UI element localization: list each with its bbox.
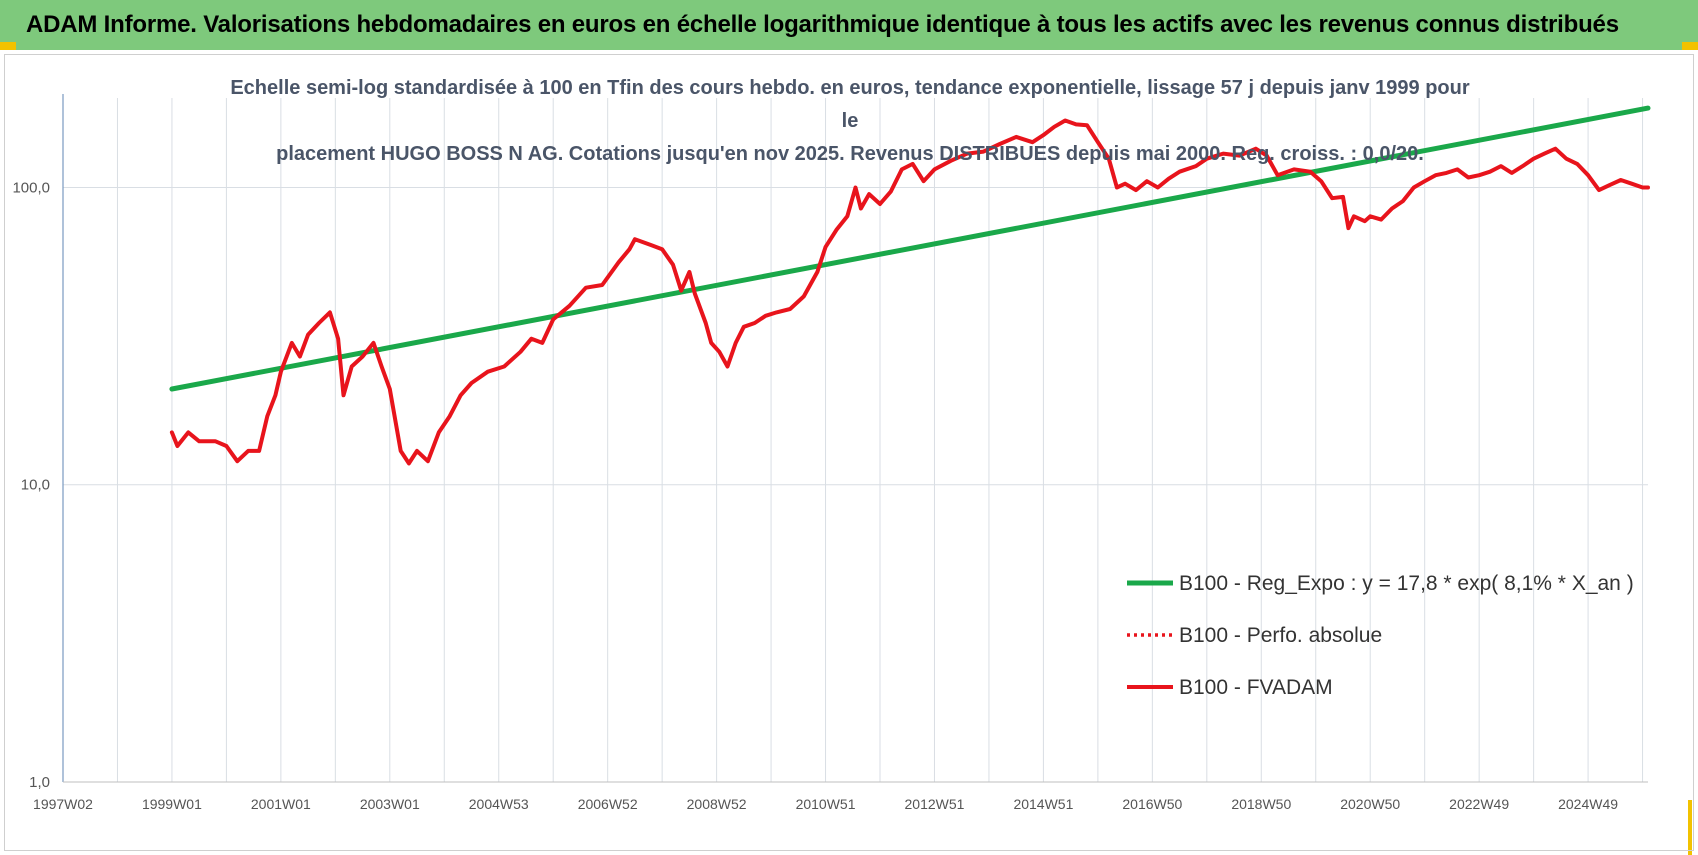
x-tick-label: 2012W51 xyxy=(905,796,965,812)
x-tick-label: 2018W50 xyxy=(1231,796,1291,812)
x-tick-label: 2022W49 xyxy=(1449,796,1509,812)
series-line-3 xyxy=(169,118,1650,466)
y-tick-label: 1,0 xyxy=(29,774,50,791)
x-tick-label: 2001W01 xyxy=(251,796,311,812)
chart-frame xyxy=(4,54,1694,851)
x-tick-label: 1997W02 xyxy=(33,796,93,812)
grid xyxy=(62,98,1648,783)
legend-label-3: B100 - FVADAM xyxy=(1179,676,1333,699)
x-tick-label: 2024W49 xyxy=(1558,796,1618,812)
legend: B100 - Reg_Expo : y = 17,8 * exp( 8,1% *… xyxy=(1127,572,1634,699)
legend-label-1: B100 - Reg_Expo : y = 17,8 * exp( 8,1% *… xyxy=(1179,572,1634,595)
series xyxy=(169,105,1651,466)
x-tick-label: 2004W53 xyxy=(469,796,529,812)
x-tick-label: 2016W50 xyxy=(1122,796,1182,812)
x-tick-label: 2020W50 xyxy=(1340,796,1400,812)
chart-subtitle-line-2: placement HUGO BOSS N AG. Cotations jusq… xyxy=(276,143,1424,165)
x-tick-label: 2006W52 xyxy=(578,796,638,812)
y-tick-label: 100,0 xyxy=(12,179,50,196)
corner-accent-top-right xyxy=(1682,42,1698,50)
x-tick-label: 2010W51 xyxy=(796,796,856,812)
series-line-1 xyxy=(169,105,1651,392)
chart-subtitle: Echelle semi-log standardisée à 100 en T… xyxy=(230,72,1470,171)
corner-accent-bottom-right xyxy=(1688,800,1692,855)
axes: 1,0 10,0 100,0 1997W02 1999W01 2001W01 2003W01… xyxy=(12,94,1648,812)
x-tick-label: 2003W01 xyxy=(360,796,420,812)
x-tick-label: 1999W01 xyxy=(142,796,202,812)
corner-accent-top-left xyxy=(0,42,16,50)
x-tick-label: 2008W52 xyxy=(687,796,747,812)
banner-title: ADAM Informe. Valorisations hebdomadaire… xyxy=(0,0,1698,50)
legend-label-2: B100 - Perfo. absolue xyxy=(1179,624,1382,647)
chart-subtitle-line-1: Echelle semi-log standardisée à 100 en T… xyxy=(230,77,1470,132)
y-tick-label: 10,0 xyxy=(21,477,50,494)
x-tick-label: 2014W51 xyxy=(1013,796,1073,812)
